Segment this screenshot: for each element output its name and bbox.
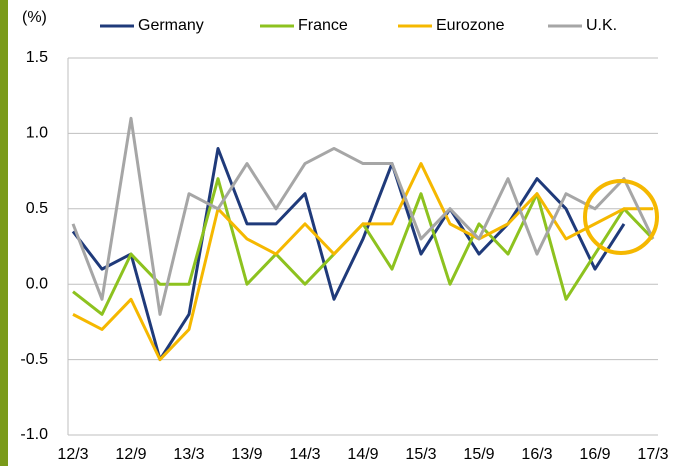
x-tick-label: 13/3 <box>173 446 204 463</box>
series-line <box>71 146 626 362</box>
y-tick-label: 1.5 <box>26 49 48 66</box>
series-line <box>71 116 655 316</box>
y-tick-label: -0.5 <box>20 351 48 368</box>
x-tick-label: 17/3 <box>637 446 668 463</box>
series-line <box>72 162 653 362</box>
x-tick-label: 12/3 <box>57 446 88 463</box>
series-line <box>72 177 655 316</box>
x-tick-label: 14/3 <box>289 446 320 463</box>
legend-label: U.K. <box>586 17 617 34</box>
x-tick-label: 16/3 <box>521 446 552 463</box>
y-tick-label: -1.0 <box>20 426 48 443</box>
x-tick-label: 15/3 <box>405 446 436 463</box>
side-bar <box>0 0 8 466</box>
x-tick-label: 13/9 <box>231 446 262 463</box>
x-tick-label: 14/9 <box>347 446 378 463</box>
unit-label: (%) <box>22 9 47 26</box>
x-tick-label: 12/9 <box>115 446 146 463</box>
legend-label: Eurozone <box>436 17 505 34</box>
highlight-circle <box>583 179 659 255</box>
x-tick-label: 16/9 <box>579 446 610 463</box>
legend-label: Germany <box>138 17 204 34</box>
legend-label: France <box>298 17 348 34</box>
y-tick-label: 0.5 <box>26 200 48 217</box>
x-tick-label: 15/9 <box>463 446 494 463</box>
y-tick-label: 0.0 <box>26 275 48 292</box>
y-tick-label: 1.0 <box>26 125 48 142</box>
